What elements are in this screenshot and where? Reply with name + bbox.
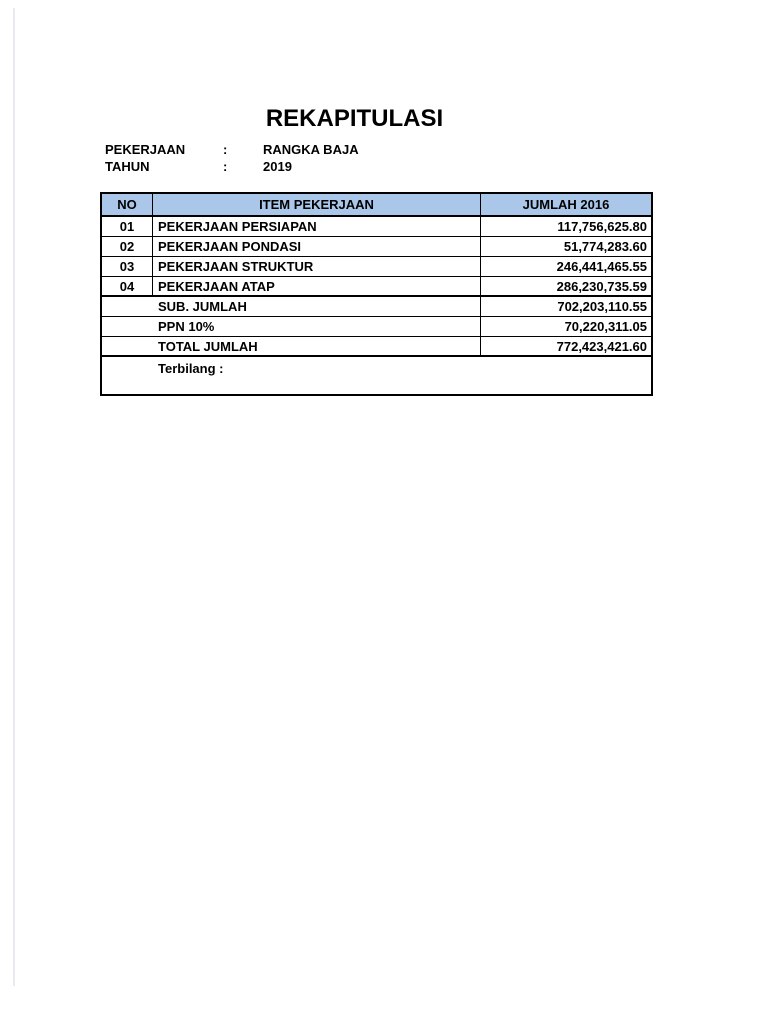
summary-row-sub-jumlah: SUB. JUMLAH 702,203,110.55 (102, 297, 651, 317)
summary-label: TOTAL JUMLAH (102, 337, 481, 355)
meta-row-pekerjaan: PEKERJAAN : RANGKA BAJA (105, 142, 505, 159)
recap-table: NO ITEM PEKERJAAN JUMLAH 2016 01 PEKERJA… (100, 192, 653, 396)
page-title: REKAPITULASI (265, 105, 444, 132)
summary-amount-cell: 702,203,110.55 (557, 299, 647, 314)
meta-label: PEKERJAAN (105, 142, 186, 157)
row-number-cell: 03 (102, 257, 153, 276)
meta-separator: : (223, 159, 228, 174)
item-cell: PEKERJAAN STRUKTUR (153, 257, 481, 276)
terbilang-label: Terbilang : (158, 361, 224, 376)
amount-cell: 51,774,283.60 (563, 239, 647, 254)
amount-cell: 117,756,625.80 (557, 219, 647, 234)
summary-amount-cell: 772,423,421.60 (556, 338, 647, 354)
item-cell: PEKERJAAN ATAP (153, 277, 481, 295)
item-cell: PEKERJAAN PONDASI (153, 237, 481, 256)
summary-label: PPN 10% (102, 317, 481, 336)
summary-label: SUB. JUMLAH (102, 297, 481, 316)
table-row: 02 PEKERJAAN PONDASI 51,774,283.60 (102, 237, 651, 257)
amount-cell: 246,441,465.55 (556, 259, 647, 274)
table-header-row: NO ITEM PEKERJAAN JUMLAH 2016 (102, 194, 651, 217)
summary-row-total: TOTAL JUMLAH 772,423,421.60 (102, 337, 651, 357)
amount-cell: 286,230,735.59 (556, 278, 647, 294)
table-row: 04 PEKERJAAN ATAP 286,230,735.59 (102, 277, 651, 297)
page-edge-line (13, 8, 15, 986)
item-cell: PEKERJAAN PERSIAPAN (153, 217, 481, 236)
summary-row-ppn: PPN 10% 70,220,311.05 (102, 317, 651, 337)
row-number-cell: 01 (102, 217, 153, 236)
table-row: 01 PEKERJAAN PERSIAPAN 117,756,625.80 (102, 217, 651, 237)
meta-row-tahun: TAHUN : 2019 (105, 159, 505, 176)
meta-value: RANGKA BAJA (263, 142, 359, 157)
row-number-cell: 04 (102, 277, 153, 295)
row-number-cell: 02 (102, 237, 153, 256)
column-header-no: NO (102, 194, 153, 215)
summary-amount-cell: 70,220,311.05 (564, 319, 647, 334)
meta-value: 2019 (263, 159, 292, 174)
column-header-item: ITEM PEKERJAAN (153, 194, 481, 215)
table-row: 03 PEKERJAAN STRUKTUR 246,441,465.55 (102, 257, 651, 277)
meta-label: TAHUN (105, 159, 150, 174)
column-header-amount: JUMLAH 2016 (522, 197, 610, 212)
meta-separator: : (223, 142, 228, 157)
terbilang-row: Terbilang : (102, 357, 651, 394)
